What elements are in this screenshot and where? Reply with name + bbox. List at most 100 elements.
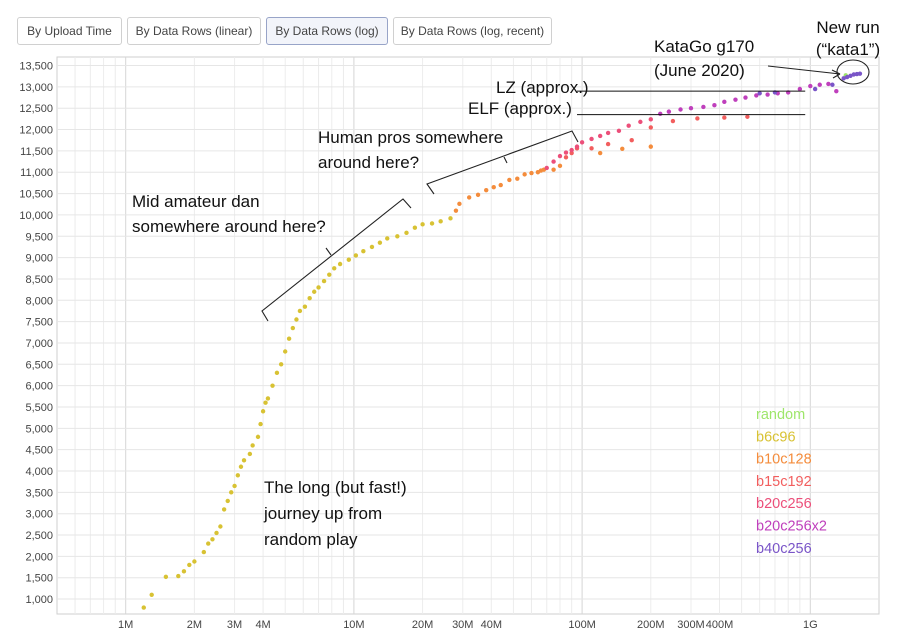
y-tick-label: 11,000 [20,167,53,179]
data-point-b10c128 [466,195,472,200]
y-tick-label: 7,500 [25,317,53,329]
data-point-b10c128 [475,192,481,198]
data-point-b40c256 [812,86,818,92]
data-point-b6c96 [377,240,383,245]
data-point-b10c128 [515,176,520,181]
data-point-b20c256 [626,123,631,128]
y-tick-label: 8,000 [25,295,53,307]
tab-by-data-rows-log[interactable]: By Data Rows (log) [266,17,388,45]
y-tick-label: 12,000 [19,125,53,137]
data-point-b20c256x2 [826,81,831,87]
annotation-mid-amateur: somewhere around here? [132,217,326,236]
bracket-pros [426,130,579,195]
data-point-b10c128 [491,184,496,190]
y-tick-label: 12,500 [19,103,53,115]
data-point-b15c192 [648,125,653,130]
data-point-b6c96 [260,409,266,414]
y-tick-label: 10,500 [19,189,53,201]
annotation-mid-amateur: Mid amateur dan [132,192,260,211]
tab-by-upload-time[interactable]: By Upload Time [17,17,122,45]
data-point-b15c192 [589,146,594,151]
x-tick-label: 400M [706,619,734,631]
x-tick-label: 1G [803,619,818,631]
x-tick-label: 200M [637,619,665,631]
data-point-b6c96 [247,451,253,457]
arrow-g170 [767,65,841,75]
data-point-b20c256x2 [797,86,803,92]
data-point-b6c96 [307,295,312,301]
tab-by-data-rows-linear[interactable]: By Data Rows (linear) [127,17,261,45]
data-point-b6c96 [163,574,169,580]
data-point-b6c96 [225,498,230,504]
annotation-long-journey: journey up from [263,504,382,523]
data-point-b6c96 [361,249,366,254]
data-point-b6c96 [429,221,435,226]
annotation-katago-g170: KataGo g170 [654,37,754,56]
data-point-b10c128 [522,172,527,177]
y-tick-label: 5,000 [25,423,53,435]
data-point-b10c128 [597,150,603,156]
data-point-b6c96 [221,507,227,512]
data-point-b6c96 [278,362,284,367]
data-point-b20c256 [574,144,580,149]
y-tick-label: 4,000 [25,466,53,478]
data-point-b20c256x2 [701,104,706,110]
data-point-b6c96 [241,458,247,463]
data-point-b20c256 [557,153,563,159]
annotation-human-pros: around here? [318,153,419,172]
data-point-b10c128 [620,146,625,151]
data-point-b6c96 [270,383,275,388]
data-point-b6c96 [141,605,146,610]
y-tick-label: 11,500 [20,146,53,158]
annotation-katago-g170: (June 2020) [654,61,745,80]
data-point-b10c128 [457,201,462,207]
data-point-b6c96 [187,562,192,568]
data-point-b20c256 [616,128,622,134]
annotation-new-run: (“kata1”) [816,40,880,59]
data-point-b6c96 [294,317,299,322]
y-tick-label: 6,000 [25,381,53,393]
data-point-b6c96 [412,225,418,230]
data-point-b6c96 [420,222,425,227]
data-point-b10c128 [529,170,534,176]
data-point-b6c96 [263,400,268,405]
bracket-amateur [261,198,412,322]
data-point-b20c256 [579,140,585,145]
data-point-b20c256x2 [817,82,822,87]
data-point-b20c256 [551,159,556,164]
x-tick-label: 30M [452,619,473,631]
data-point-b6c96 [255,434,261,440]
data-point-b20c256 [597,133,603,139]
legend-item-b20c256: b20c256 [756,496,812,512]
data-point-b6c96 [302,304,308,309]
data-point-b6c96 [214,530,219,536]
data-point-b20c256 [569,147,574,153]
y-tick-label: 9,000 [25,253,53,265]
annotation-lz: LZ (approx.) [496,78,589,97]
legend-item-b10c128: b10c128 [756,452,812,468]
data-point-b20c256 [589,136,594,142]
data-point-b6c96 [229,490,234,495]
data-point-b6c96 [210,537,215,542]
data-point-b10c128 [557,163,563,169]
y-tick-label: 2,500 [25,530,53,542]
y-tick-label: 13,000 [19,82,53,94]
data-point-b6c96 [346,257,352,262]
data-point-b40c256 [830,82,835,87]
data-point-b20c256x2 [754,93,759,98]
y-tick-label: 5,500 [25,402,53,414]
data-point-b20c256x2 [743,95,748,100]
data-point-b20c256x2 [688,106,694,111]
tab-by-data-rows-log-recent[interactable]: By Data Rows (log, recent) [393,17,552,45]
annotation-long-journey: random play [264,530,358,549]
x-tick-label: 300M [677,619,705,631]
data-point-b6c96 [149,592,154,597]
data-point-b6c96 [448,216,453,221]
y-tick-label: 3,000 [25,509,53,521]
data-point-b6c96 [404,230,409,236]
data-point-b10c128 [507,177,512,183]
data-point-b6c96 [206,541,211,546]
data-point-b6c96 [332,266,337,271]
data-point-b40c256 [757,91,762,96]
